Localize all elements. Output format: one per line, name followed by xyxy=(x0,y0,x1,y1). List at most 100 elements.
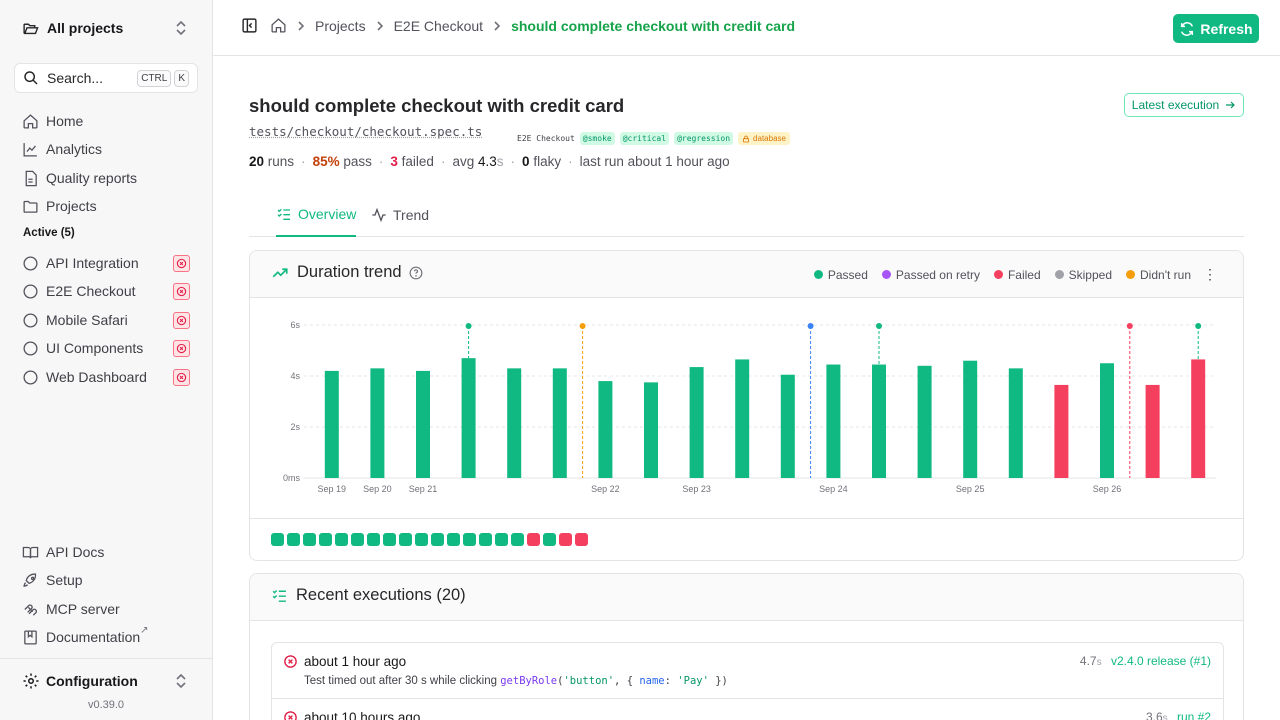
run-status-square[interactable] xyxy=(351,533,364,546)
project-switcher[interactable]: All projects xyxy=(22,17,192,39)
duration-bar[interactable] xyxy=(1054,384,1069,478)
run-status-square[interactable] xyxy=(447,533,460,546)
duration-bar[interactable] xyxy=(644,382,658,478)
event-marker-dot xyxy=(807,323,814,329)
duration-bar[interactable] xyxy=(416,370,430,478)
sidebar-item-quality-reports[interactable]: Quality reports xyxy=(22,166,137,190)
breadcrumb-project[interactable]: E2E Checkout xyxy=(393,17,484,34)
duration-bar[interactable] xyxy=(917,365,932,478)
legend-passed-on-retry[interactable]: Passed on retry xyxy=(881,267,980,282)
duration-bar[interactable] xyxy=(872,364,886,478)
spec-file-path[interactable]: tests/checkout/checkout.spec.ts xyxy=(249,124,483,139)
refresh-button[interactable]: Refresh xyxy=(1173,14,1259,43)
run-status-square[interactable] xyxy=(559,533,572,546)
run-status-square[interactable] xyxy=(463,533,476,546)
search-button[interactable]: Search... CTRL K xyxy=(14,63,198,93)
legend-label: Passed on retry xyxy=(895,267,980,282)
remove-project-icon[interactable] xyxy=(173,339,190,357)
run-status-square[interactable] xyxy=(383,533,396,546)
duration-bar[interactable] xyxy=(1008,368,1023,478)
sidebar-project-api-integration[interactable]: API Integration xyxy=(22,252,190,274)
tab-label: Trend xyxy=(393,206,430,223)
sidebar-item-analytics[interactable]: Analytics xyxy=(22,137,102,161)
run-status-square[interactable] xyxy=(287,533,300,546)
execution-row[interactable]: about 1 hour ago Test timed out after 30… xyxy=(272,643,1223,699)
duration-bar[interactable] xyxy=(826,364,841,478)
run-status-square[interactable] xyxy=(511,533,524,546)
tag-critical[interactable]: @critical xyxy=(619,132,670,145)
duration-bar[interactable] xyxy=(963,360,978,478)
chevron-right-icon xyxy=(296,20,306,31)
sidebar-item-mcp-server[interactable]: MCP server xyxy=(22,597,120,621)
legend-failed[interactable]: Failed xyxy=(993,268,1041,282)
help-circle-icon[interactable] xyxy=(409,266,423,280)
latest-execution-button[interactable]: Latest execution xyxy=(1124,93,1244,117)
sidebar-item-projects[interactable]: Projects xyxy=(22,194,97,218)
sidebar-toggle-icon[interactable] xyxy=(241,17,258,34)
run-status-square[interactable] xyxy=(543,533,556,546)
sidebar-project-label: UI Components xyxy=(46,340,144,356)
configuration-menu[interactable]: Configuration xyxy=(22,670,192,692)
duration-bar[interactable] xyxy=(461,358,476,478)
sidebar-item-api-docs[interactable]: API Docs xyxy=(22,540,104,564)
more-options-icon[interactable]: ⋮ xyxy=(1203,266,1217,282)
run-status-square[interactable] xyxy=(479,533,492,546)
duration-bar[interactable] xyxy=(324,370,339,478)
duration-bar[interactable] xyxy=(689,367,704,478)
tag-regression[interactable]: @regression xyxy=(674,132,734,145)
run-status-square[interactable] xyxy=(367,533,380,546)
run-status-square[interactable] xyxy=(399,533,412,546)
duration-bar[interactable] xyxy=(735,359,750,478)
duration-bar[interactable] xyxy=(780,374,795,478)
home-icon[interactable] xyxy=(270,17,287,34)
duration-bar[interactable] xyxy=(552,368,567,478)
remove-project-icon[interactable] xyxy=(173,254,190,272)
tab-trend[interactable]: Trend xyxy=(371,192,429,237)
remove-project-icon[interactable] xyxy=(173,311,190,329)
breadcrumb-projects[interactable]: Projects xyxy=(315,17,366,34)
duration-bar[interactable] xyxy=(1191,359,1206,478)
sidebar-project-e2e-checkout[interactable]: E2E Checkout xyxy=(22,280,190,302)
run-status-square[interactable] xyxy=(319,533,332,546)
sidebar-project-ui-components[interactable]: UI Components xyxy=(22,337,190,359)
remove-project-icon[interactable] xyxy=(173,282,190,300)
sidebar-item-label: Projects xyxy=(46,198,97,214)
legend-skipped[interactable]: Skipped xyxy=(1054,268,1112,282)
remove-project-icon[interactable] xyxy=(173,368,190,386)
execution-release-link[interactable]: v2.4.0 release (#1) xyxy=(1110,654,1211,668)
duration-unit: s xyxy=(1096,657,1102,668)
sidebar-item-home[interactable]: Home xyxy=(22,109,83,133)
run-status-square[interactable] xyxy=(303,533,316,546)
code-key: name xyxy=(639,675,665,687)
duration-bar[interactable] xyxy=(1100,363,1114,478)
run-status-square[interactable] xyxy=(415,533,428,546)
sidebar-item-setup[interactable]: Setup xyxy=(22,568,83,592)
tag-database[interactable]: database xyxy=(738,132,790,145)
run-status-square[interactable] xyxy=(335,533,348,546)
book-icon xyxy=(22,546,39,558)
run-status-square[interactable] xyxy=(575,533,588,546)
run-status-square[interactable] xyxy=(527,533,540,546)
x-tick-label: Sep 20 xyxy=(363,484,392,494)
sidebar-item-label: Documentation xyxy=(46,629,141,645)
run-status-square[interactable] xyxy=(271,533,284,546)
code-fn: getByRole xyxy=(500,675,558,687)
search-icon xyxy=(24,71,38,85)
arrow-right-icon xyxy=(1226,101,1236,109)
legend-passed[interactable]: Passed xyxy=(813,268,868,282)
duration-bar[interactable] xyxy=(1145,384,1160,478)
tag-smoke[interactable]: @smoke xyxy=(579,132,615,145)
legend-didnt-run[interactable]: Didn't run xyxy=(1126,268,1191,282)
tab-overview[interactable]: Overview xyxy=(276,192,357,237)
duration-bar[interactable] xyxy=(370,368,385,478)
duration-bar[interactable] xyxy=(507,368,522,478)
sidebar-item-documentation[interactable]: Documentation ↗ xyxy=(22,625,149,649)
run-status-square[interactable] xyxy=(431,533,444,546)
execution-row[interactable]: about 10 hours ago 3.6s run #2 xyxy=(272,699,1223,720)
run-status-square[interactable] xyxy=(495,533,508,546)
sidebar-project-web-dashboard[interactable]: Web Dashboard xyxy=(22,366,190,388)
sidebar-project-mobile-safari[interactable]: Mobile Safari xyxy=(22,309,190,331)
duration-bar[interactable] xyxy=(598,381,613,478)
sidebar-project-label: E2E Checkout xyxy=(46,283,136,299)
execution-release-link[interactable]: run #2 xyxy=(1176,710,1211,720)
